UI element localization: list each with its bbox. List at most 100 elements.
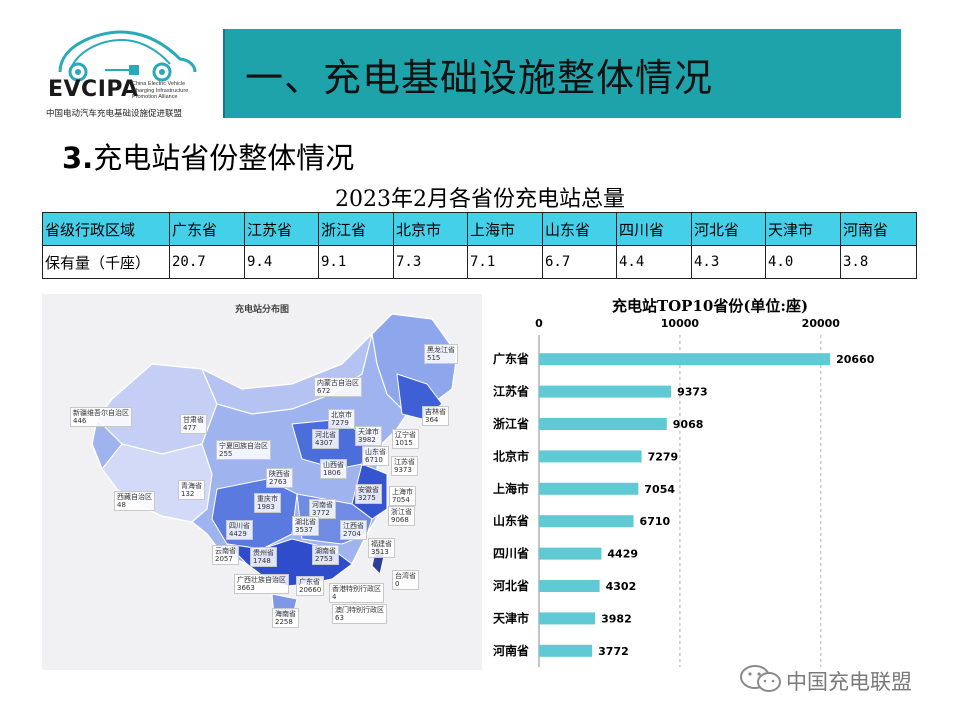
map-province-label: 广西壮族自治区 3663 <box>234 574 289 594</box>
data-label: 3982 <box>601 612 632 625</box>
map-province-value: 3537 <box>295 526 313 534</box>
map-province-label: 陕西省 2763 <box>266 468 293 488</box>
map-province-label: 江西省 2704 <box>340 520 367 540</box>
map-province-name: 甘肃省 <box>183 416 204 424</box>
table-value-cell: 3.8 <box>840 245 917 279</box>
category-label: 四川省 <box>493 546 529 561</box>
map-province-value: 3772 <box>312 509 330 517</box>
map-province-name: 广西壮族自治区 <box>237 576 286 584</box>
bar <box>539 547 602 560</box>
map-province-label: 山西省 1806 <box>320 459 347 479</box>
category-label: 广东省 <box>493 351 529 366</box>
map-province-value: 1748 <box>253 557 271 565</box>
logo-name: EVCIPA <box>48 77 139 102</box>
map-province-label: 甘肃省 477 <box>180 414 207 434</box>
bar <box>539 580 600 592</box>
category-label: 河南省 <box>492 643 529 658</box>
data-label: 6710 <box>640 515 671 528</box>
map-province-label: 广东省 20660 <box>296 576 325 596</box>
data-label: 9373 <box>677 386 708 399</box>
map-province-name: 辽宁省 <box>395 431 416 439</box>
map-province-value: 7054 <box>392 496 410 504</box>
table-value-cell: 9.1 <box>318 245 394 279</box>
table-title: 2023年2月各省份充电站总量 <box>335 187 625 212</box>
category-label: 山东省 <box>493 513 529 528</box>
table-province-cell: 浙江省 <box>318 212 394 246</box>
map-province-name: 浙江省 <box>391 508 412 516</box>
table-province-cell: 天津市 <box>765 212 841 246</box>
data-label: 9068 <box>673 418 704 431</box>
category-label: 河北省 <box>492 578 529 593</box>
bar <box>539 353 831 366</box>
map-province-label: 福建省 3513 <box>368 538 395 558</box>
map-province-label: 贵州省 1748 <box>250 547 277 567</box>
map-province-name: 吉林省 <box>425 408 446 416</box>
data-label: 7279 <box>648 450 679 463</box>
category-label: 上海市 <box>493 481 529 496</box>
map-province-label: 四川省 4429 <box>226 520 253 540</box>
map-province-value: 2704 <box>343 530 361 538</box>
map-province-label: 宁夏回族自治区 255 <box>216 440 271 460</box>
table-province-cell: 江苏省 <box>244 212 319 246</box>
map-province-value: 1806 <box>323 469 341 477</box>
table-value-cell: 7.3 <box>393 245 468 279</box>
logo-chinese-name: 中国电动汽车充电基础设施促进联盟 <box>46 109 183 119</box>
map-province-value: 6710 <box>365 456 383 464</box>
table-value-cell: 9.4 <box>244 245 319 279</box>
x-tick-label: 0 <box>535 317 543 330</box>
map-province-name: 海南省 <box>275 610 296 618</box>
map-province-value: 3663 <box>237 584 255 592</box>
table-province-cell: 河北省 <box>691 212 766 246</box>
map-province-label: 河北省 4307 <box>312 429 339 449</box>
title-banner: 一、充电基础设施整体情况 <box>223 29 901 118</box>
map-province-name: 香港特别行政区 <box>332 585 381 593</box>
table-province-cell: 北京市 <box>393 212 468 246</box>
map-province-name: 四川省 <box>229 522 250 530</box>
x-tick-label: 10000 <box>661 317 700 330</box>
category-label: 江苏省 <box>493 384 529 399</box>
category-label: 浙江省 <box>493 416 529 431</box>
table-province-cell: 四川省 <box>616 212 692 246</box>
map-province-name: 台湾省 <box>395 572 416 580</box>
table-province-cell: 山东省 <box>542 212 617 246</box>
data-label: 7054 <box>644 483 675 496</box>
map-province-label: 吉林省 364 <box>422 406 449 426</box>
watermark-text: 中国充电联盟 <box>786 670 912 694</box>
map-province-label: 湖北省 3537 <box>292 516 319 536</box>
map-province-value: 3275 <box>358 494 376 502</box>
map-province-value: 4 <box>332 593 337 601</box>
section-title: 3.充电站省份整体情况 <box>62 135 354 177</box>
data-label: 3772 <box>598 645 629 658</box>
map-province-name: 澳门特别行政区 <box>335 606 384 614</box>
table-value-cell: 4.3 <box>691 245 766 279</box>
province-table: 省级行政区域 广东省 江苏省 浙江省 北京市 上海市 山东省 四川省 河北省 天… <box>42 212 917 279</box>
top10-bar-chart: 0 10000 20000 广东省 20660 江苏省 9373 浙江省 9068 北京市 7279… <box>492 317 875 667</box>
map-province-name: 江苏省 <box>394 458 415 466</box>
map-province-name: 重庆市 <box>257 495 278 503</box>
map-province-label: 澳门特别行政区 63 <box>332 604 387 624</box>
map-province-label: 山东省 6710 <box>362 446 389 466</box>
section-number: 3. <box>62 141 94 175</box>
map-province-value: 0 <box>395 580 400 588</box>
map-province-label: 上海市 7054 <box>389 486 416 506</box>
data-label: 20660 <box>836 353 875 366</box>
map-province-label: 辽宁省 1015 <box>392 429 419 449</box>
map-province-value: 132 <box>181 490 195 498</box>
evcipa-logo: EVCIPA China Electric Vehicle Charging I… <box>40 24 210 124</box>
table-header-row: 省级行政区域 广东省 江苏省 浙江省 北京市 上海市 山东省 四川省 河北省 天… <box>42 212 917 246</box>
map-province-value: 3982 <box>358 436 376 444</box>
category-label: 天津市 <box>493 610 529 625</box>
map-province-name: 山西省 <box>323 461 344 469</box>
map-province-name: 宁夏回族自治区 <box>219 442 268 450</box>
map-province-label: 江苏省 9373 <box>391 456 418 476</box>
table-value-cell: 20.7 <box>169 245 245 279</box>
map-province-name: 西藏自治区 <box>117 493 152 501</box>
bar <box>539 482 639 495</box>
wechat-icon <box>740 665 781 692</box>
table-province-cell: 广东省 <box>169 212 245 246</box>
map-province-label: 天津市 3982 <box>355 426 382 446</box>
map-province-name: 青海省 <box>181 482 202 490</box>
map-province-name: 福建省 <box>371 540 392 548</box>
table-value-row: 保有量（千座） 20.7 9.4 9.1 7.3 7.1 6.7 4.4 4.3… <box>42 245 917 279</box>
map-province-name: 江西省 <box>343 522 364 530</box>
